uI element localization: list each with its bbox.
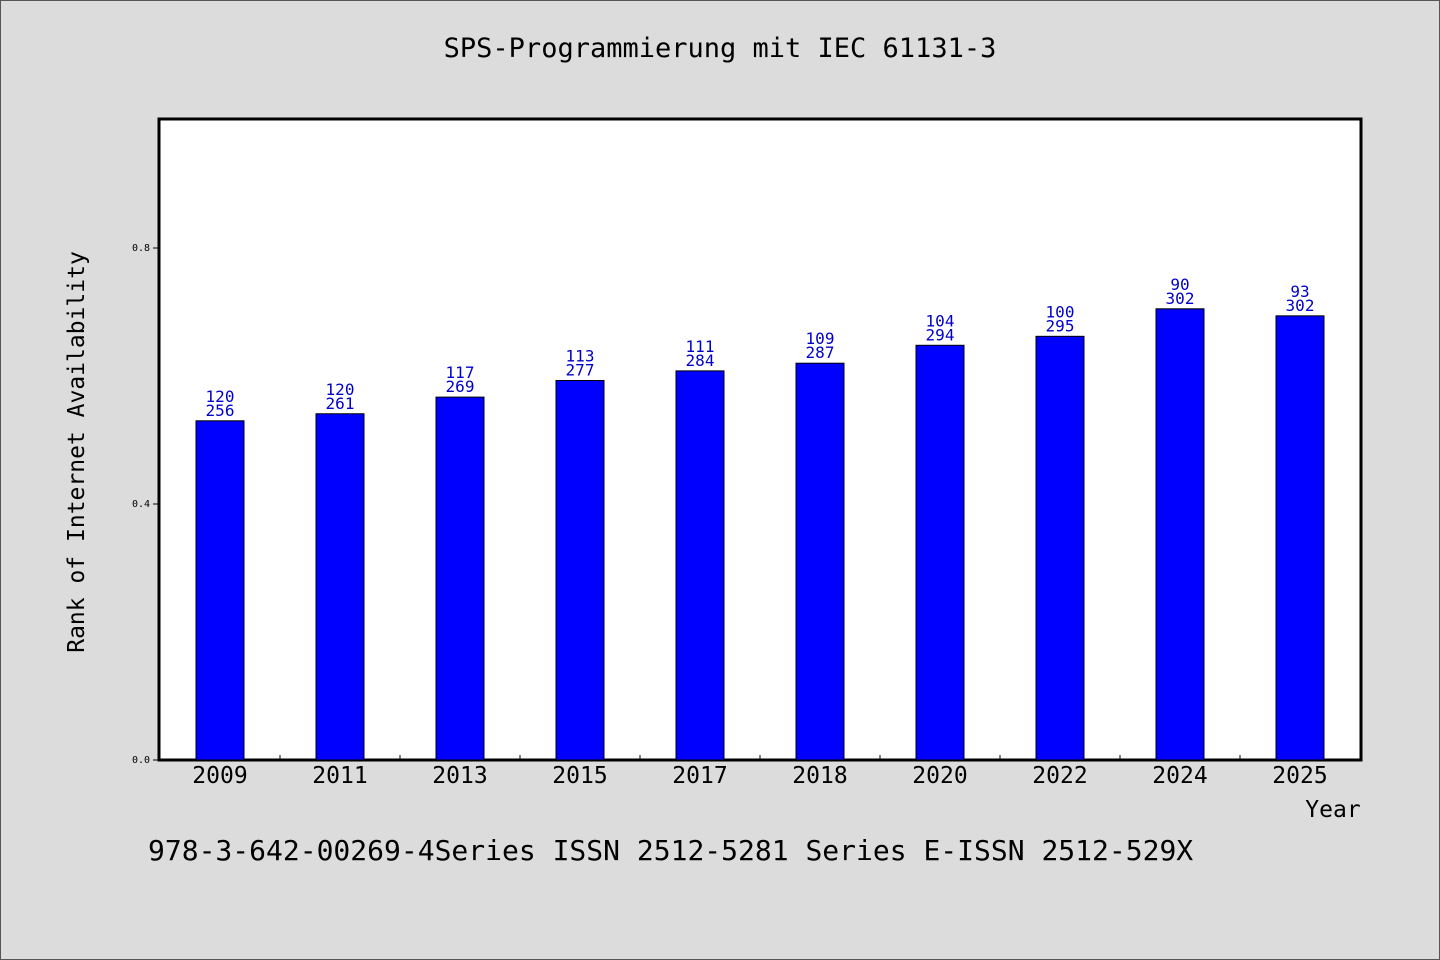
footer-isbn-text: 978-3-642-00269-4Series ISSN 2512-5281 S… [148,834,1194,867]
bar-label-bottom: 256 [206,401,235,420]
x-tick-label: 2015 [552,763,607,789]
bar-label-bottom: 295 [1046,316,1075,335]
x-tick-label: 2022 [1032,763,1087,789]
y-tick-label: 0.4 [132,499,150,510]
bar-label-top: 90 [1170,275,1189,294]
x-tick-label: 2025 [1272,763,1327,789]
x-tick-label: 2011 [312,763,367,789]
bar-label-top: 100 [1046,302,1075,321]
bar-2025 [1275,315,1325,761]
bar-2013 [435,396,485,761]
bar-label-top: 113 [566,346,595,365]
bar-2015 [555,379,605,761]
bar-label-bottom: 269 [446,377,475,396]
bar-label-top: 104 [926,311,955,330]
bar-label-bottom: 302 [1286,296,1315,315]
bar-labels-group: 1202561202611172691132771112841092871042… [206,275,1315,420]
bar-label-top: 120 [206,387,235,406]
bar-2020 [915,344,965,761]
x-tick-label: 2017 [672,763,727,789]
bar-2011 [315,413,365,761]
bar-label-top: 109 [806,329,835,348]
bar-2009 [195,420,245,761]
x-tick-label: 2024 [1152,763,1207,789]
bar-2018 [795,362,845,761]
chart-title: SPS-Programmierung mit IEC 61131-3 [443,33,997,64]
y-tick-label: 0.8 [132,243,150,254]
x-tick-label: 2009 [192,763,247,789]
bar-2022 [1035,335,1085,761]
bar-label-bottom: 261 [326,394,355,413]
bar-label-bottom: 287 [806,343,835,362]
x-axis-label: Year [1305,797,1360,823]
x-axis-ticks: 2009 2011 2013 2015 2017 2018 2020 2022 2024 2025 [192,755,1328,789]
bar-2017 [675,370,725,761]
y-tick-label: 0.0 [132,755,150,766]
bar-label-top: 120 [326,380,355,399]
bar-label-top: 93 [1290,282,1309,301]
y-axis-label: Rank of Internet Availability [64,251,90,653]
bar-label-bottom: 302 [1166,289,1195,308]
bar-label-top: 117 [446,363,475,382]
bar-2024 [1155,308,1205,761]
bars-group [195,308,1325,761]
x-tick-label: 2013 [432,763,487,789]
bar-label-bottom: 284 [686,351,715,370]
bar-label-bottom: 277 [566,360,595,379]
x-tick-label: 2018 [792,763,847,789]
bar-label-top: 111 [686,337,715,356]
y-axis-ticks: 0.0 0.4 0.8 [132,243,160,766]
x-tick-label: 2020 [912,763,967,789]
bar-label-bottom: 294 [926,325,955,344]
